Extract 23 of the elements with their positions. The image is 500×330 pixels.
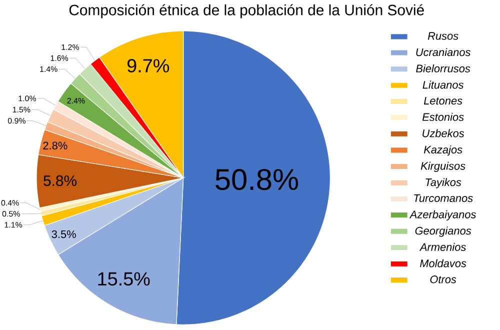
data-label: 50.8% xyxy=(216,169,298,190)
legend-label: Kirguisos xyxy=(420,162,466,172)
legend-label: Estonios xyxy=(422,113,464,122)
legend-label: Ucranianos xyxy=(416,48,471,56)
legend-label: Georgianos xyxy=(415,226,472,237)
data-label: 3.5% xyxy=(52,230,76,238)
legend-label: Otros xyxy=(430,276,456,284)
data-label: 5.8% xyxy=(44,176,77,186)
legend-label: Uzbekos xyxy=(422,129,464,138)
chart-title: Composición étnica de la población de la Unión Sovié xyxy=(69,4,424,18)
legend-label: Armenios xyxy=(419,243,466,252)
legend-label: Moldavos xyxy=(420,259,466,268)
legend-label: Lituanos xyxy=(422,80,464,89)
legend-label: Azerbaiyanos xyxy=(409,210,476,221)
data-label: 9.7% xyxy=(127,59,170,73)
legend-label: Kazajos xyxy=(424,146,462,156)
legend-label: Letones xyxy=(424,97,462,105)
data-label: 2.8% xyxy=(43,142,68,150)
legend-label: Rusos xyxy=(428,32,458,40)
legend-label: Bielorrusos xyxy=(416,64,470,73)
data-label: 15.5% xyxy=(98,272,150,286)
legend-label: Tayikos xyxy=(426,178,462,188)
legend-label: Turcomanos xyxy=(414,194,473,202)
